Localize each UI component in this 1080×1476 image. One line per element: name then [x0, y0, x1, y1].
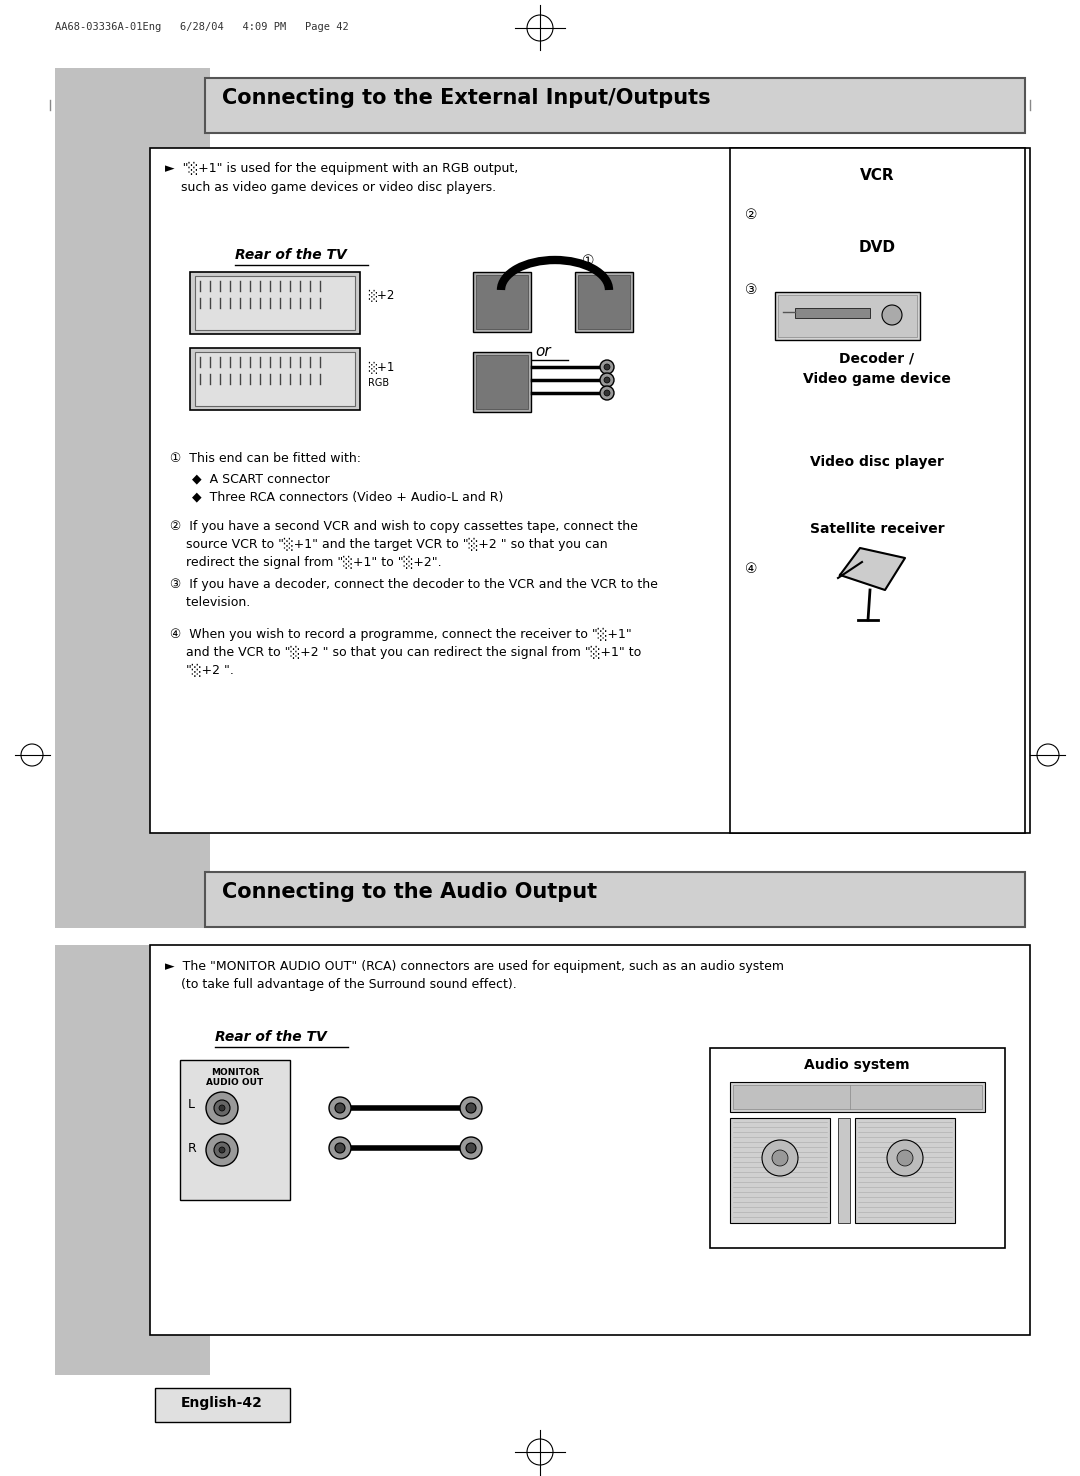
Circle shape [460, 1137, 482, 1159]
Text: Rear of the TV: Rear of the TV [215, 1030, 327, 1044]
Bar [156, 1387, 291, 1421]
Bar [578, 275, 630, 329]
Text: ③  If you have a decoder, connect the decoder to the VCR and the VCR to the: ③ If you have a decoder, connect the dec… [170, 579, 658, 590]
Circle shape [465, 1103, 476, 1113]
Text: ►  "░+1" is used for the equipment with an RGB output,
    such as video game de: ► "░+1" is used for the equipment with a… [165, 162, 518, 195]
Circle shape [335, 1142, 345, 1153]
Text: ░+1: ░+1 [368, 362, 394, 375]
Bar [855, 1117, 955, 1224]
Bar [838, 1117, 850, 1224]
Text: R: R [188, 1141, 197, 1154]
Circle shape [600, 360, 615, 373]
Text: AA68-03336A-01Eng   6/28/04   4:09 PM   Page 42: AA68-03336A-01Eng 6/28/04 4:09 PM Page 4… [55, 22, 349, 32]
Bar [730, 148, 1025, 832]
Circle shape [772, 1150, 788, 1166]
Text: and the VCR to "░+2 " so that you can redirect the signal from "░+1" to: and the VCR to "░+2 " so that you can re… [170, 646, 642, 660]
Text: ①  This end can be fitted with:: ① This end can be fitted with: [170, 452, 361, 465]
Text: English-42: English-42 [181, 1396, 262, 1410]
Circle shape [604, 390, 610, 396]
Circle shape [219, 1106, 225, 1111]
Text: ◆  Three RCA connectors (Video + Audio-L and R): ◆ Three RCA connectors (Video + Audio-L … [192, 490, 503, 503]
Bar [473, 351, 531, 412]
Text: DVD: DVD [859, 241, 895, 255]
Text: AUDIO OUT: AUDIO OUT [206, 1077, 264, 1086]
Text: Decoder /
Video game device: Decoder / Video game device [804, 351, 950, 385]
Text: ②: ② [745, 208, 757, 221]
Circle shape [460, 1097, 482, 1119]
Circle shape [887, 1139, 923, 1176]
Bar [180, 1060, 291, 1200]
Text: ②  If you have a second VCR and wish to copy cassettes tape, connect the: ② If you have a second VCR and wish to c… [170, 520, 638, 533]
Text: VCR: VCR [860, 168, 894, 183]
Circle shape [206, 1134, 238, 1166]
Bar [55, 68, 210, 928]
Text: (to take full advantage of the Surround sound effect).: (to take full advantage of the Surround … [165, 979, 516, 990]
Text: or: or [536, 344, 551, 359]
Text: ░+2: ░+2 [368, 288, 394, 301]
Circle shape [600, 373, 615, 387]
Text: ③: ③ [745, 283, 757, 297]
Circle shape [329, 1097, 351, 1119]
Text: television.: television. [170, 596, 251, 610]
Bar [190, 348, 360, 410]
Bar [795, 308, 870, 317]
Bar [730, 1117, 831, 1224]
Bar [195, 276, 355, 331]
Circle shape [897, 1150, 913, 1166]
Text: ◆  A SCART connector: ◆ A SCART connector [192, 472, 329, 486]
Circle shape [335, 1103, 345, 1113]
Bar [205, 78, 1025, 133]
Bar [195, 351, 355, 406]
Polygon shape [840, 548, 905, 590]
Text: ►  The "MONITOR AUDIO OUT" (RCA) connectors are used for equipment, such as an a: ► The "MONITOR AUDIO OUT" (RCA) connecto… [165, 959, 784, 973]
Bar [205, 872, 1025, 927]
Circle shape [882, 306, 902, 325]
Bar [473, 272, 531, 332]
Text: Satellite receiver: Satellite receiver [810, 523, 944, 536]
Text: "░+2 ".: "░+2 ". [170, 664, 234, 677]
Bar [733, 1085, 982, 1108]
Text: ①: ① [582, 254, 594, 269]
Bar [476, 356, 528, 409]
Text: RGB: RGB [368, 378, 389, 388]
Circle shape [219, 1147, 225, 1153]
Bar [476, 275, 528, 329]
Text: Video disc player: Video disc player [810, 455, 944, 469]
Bar [730, 1082, 985, 1111]
Bar [190, 272, 360, 334]
Bar [710, 1048, 1005, 1249]
Circle shape [206, 1092, 238, 1125]
Text: Rear of the TV: Rear of the TV [235, 248, 347, 263]
Bar [775, 292, 920, 339]
Bar [575, 272, 633, 332]
Text: ④: ④ [745, 562, 757, 576]
Circle shape [214, 1142, 230, 1159]
Circle shape [214, 1100, 230, 1116]
Circle shape [604, 365, 610, 370]
Circle shape [600, 387, 615, 400]
Text: Connecting to the Audio Output: Connecting to the Audio Output [222, 883, 597, 902]
Bar [150, 148, 1030, 832]
Text: L: L [188, 1098, 195, 1111]
Text: Audio system: Audio system [805, 1058, 909, 1072]
Text: source VCR to "░+1" and the target VCR to "░+2 " so that you can: source VCR to "░+1" and the target VCR t… [170, 537, 608, 551]
Bar [150, 945, 1030, 1334]
Text: MONITOR: MONITOR [211, 1069, 259, 1077]
Text: ④  When you wish to record a programme, connect the receiver to "░+1": ④ When you wish to record a programme, c… [170, 627, 632, 641]
Circle shape [762, 1139, 798, 1176]
Text: redirect the signal from "░+1" to "░+2".: redirect the signal from "░+1" to "░+2". [170, 556, 442, 570]
Bar [778, 295, 917, 337]
Circle shape [465, 1142, 476, 1153]
Bar [55, 945, 210, 1376]
Circle shape [329, 1137, 351, 1159]
Text: Connecting to the External Input/Outputs: Connecting to the External Input/Outputs [222, 89, 711, 108]
Circle shape [604, 376, 610, 382]
